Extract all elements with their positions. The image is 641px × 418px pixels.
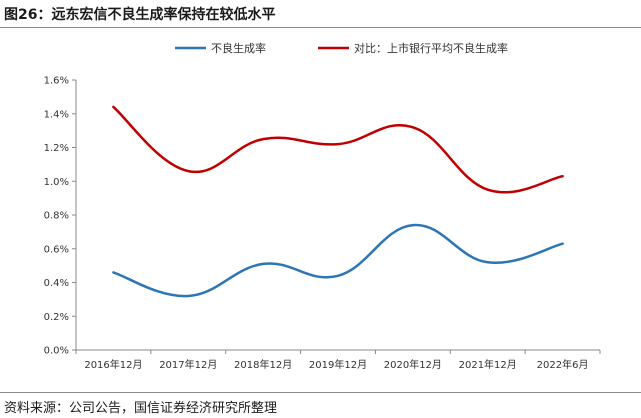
y-tick-label: 0.2% <box>44 312 69 323</box>
series-line-2 <box>112 105 564 194</box>
x-tick-label: 2016年12月 <box>84 358 142 371</box>
x-tick-label: 2021年12月 <box>459 358 517 371</box>
series-2-point <box>561 175 563 177</box>
series-2-point <box>262 138 264 140</box>
y-tick-label: 0.4% <box>44 278 69 289</box>
y-tick-label: 1.0% <box>44 177 69 188</box>
series-1-point <box>487 261 489 263</box>
y-tick-label: 1.4% <box>44 109 69 120</box>
x-tick-label: 2022年6月 <box>537 358 589 371</box>
x-tick-label: 2020年12月 <box>384 358 442 371</box>
y-tick-label: 0.8% <box>44 211 69 222</box>
bottom-rule <box>0 392 641 393</box>
series-1-point <box>337 275 339 277</box>
y-axis: 0.0% 0.2% 0.4% 0.6% 0.8% 1.0% 1.2% 1.4% 1.6% <box>44 76 77 357</box>
line-chart: 不良生成率 对比：上市银行平均不良生成率 0.0% 0.2% 0.4% 0.6% 0.8%… <box>44 41 601 371</box>
series-line-1 <box>112 223 564 298</box>
x-axis: 2016年12月 2017年12月 2018年12月 2019年12月 2020年12月… <box>75 349 601 371</box>
series-2-point <box>187 170 189 172</box>
series-layer <box>112 105 564 298</box>
y-tick-label: 0.0% <box>44 346 69 357</box>
figure-title: 图26：远东宏信不良生成率保持在较低水平 <box>4 7 276 23</box>
x-tick-label: 2017年12月 <box>159 358 217 371</box>
series-1-point <box>412 224 414 226</box>
series-1-point <box>262 263 264 265</box>
x-tick-label: 2019年12月 <box>309 358 367 371</box>
series-1-point <box>187 295 189 297</box>
x-tick-label: 2018年12月 <box>234 358 292 371</box>
top-rule <box>0 27 641 28</box>
legend: 不良生成率 对比：上市银行平均不良生成率 <box>175 41 508 55</box>
y-tick-label: 1.2% <box>44 143 69 154</box>
series-2-point <box>487 188 489 190</box>
series-2-point <box>412 126 414 128</box>
series-1-point <box>112 271 114 273</box>
y-tick-label: 1.6% <box>44 76 69 87</box>
legend-label-1: 不良生成率 <box>211 41 266 55</box>
series-2-point <box>112 106 114 108</box>
series-2-point <box>337 143 339 145</box>
series-1-point <box>561 242 563 244</box>
source-note: 资料来源：公司公告，国信证券经济研究所整理 <box>4 401 278 416</box>
y-tick-label: 0.6% <box>44 244 69 255</box>
legend-label-2: 对比：上市银行平均不良生成率 <box>354 41 508 55</box>
